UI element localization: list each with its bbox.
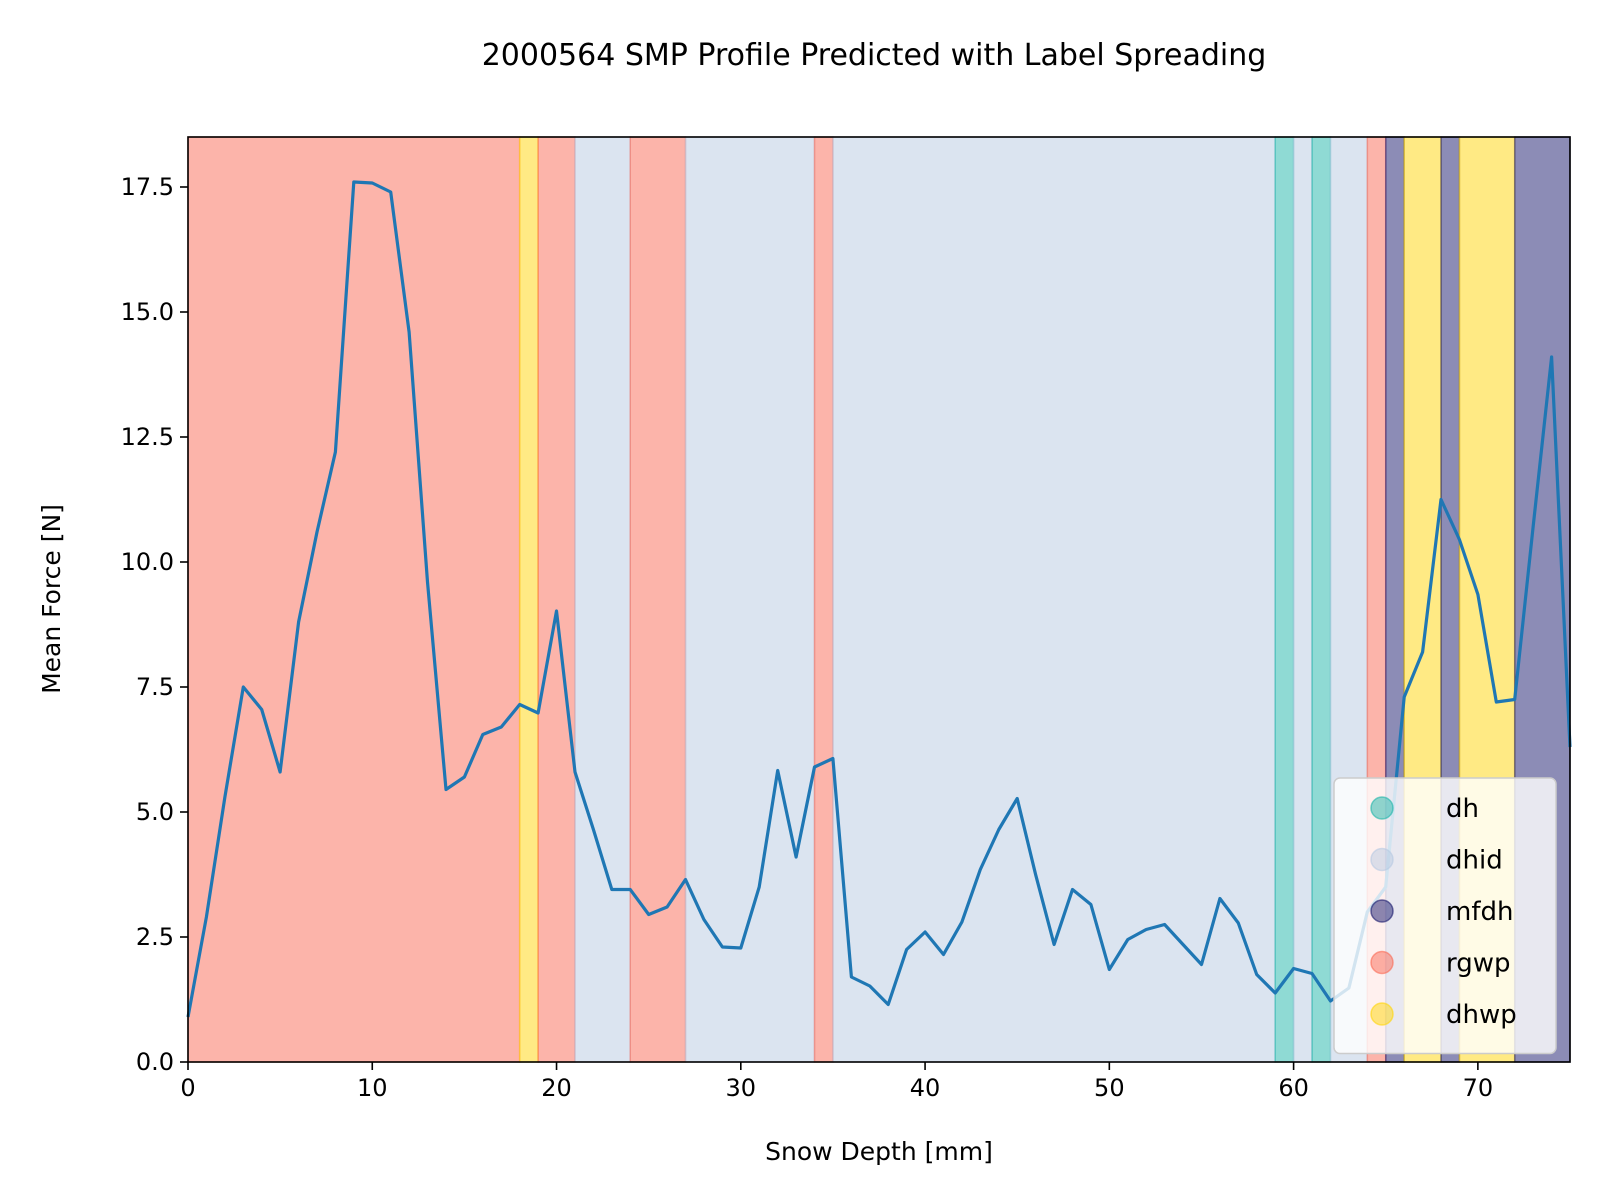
y-axis-label: Mean Force [N] [37,504,66,694]
legend-marker-dhid [1370,847,1394,872]
legend-marker-rgwp [1370,950,1394,975]
x-tick-label: 60 [1278,1074,1309,1102]
plot-frame [187,136,1571,1063]
band-rgwp [629,136,687,1063]
band-dhwp [518,136,539,1063]
legend-label-dh: dh [1446,794,1479,824]
x-tick-label: 70 [1463,1074,1494,1102]
legend-marker-dhwp [1370,1002,1394,1026]
y-tick-label: 0.0 [136,1048,174,1076]
band-dh [1274,136,1295,1063]
x-axis-label: Snow Depth [mm] [765,1137,993,1166]
y-tick-label: 17.5 [121,173,174,201]
legend-frame [1333,777,1557,1055]
band-rgwp [813,136,834,1063]
legend-label-dhid: dhid [1446,846,1503,876]
class-bands [187,136,1571,1063]
x-tick-label: 40 [910,1074,941,1102]
legend: dh dhid mfdh rgwp dhwp [1333,777,1557,1055]
legend-label-mfdh: mfdh [1446,897,1513,927]
band-dh [1311,136,1332,1063]
band-rgwp [187,136,521,1063]
y-tick-label: 5.0 [136,798,174,826]
band-dhid [832,136,1276,1063]
x-tick-label: 20 [541,1074,572,1102]
y-axis: 0.0 2.5 5.0 7.5 10.0 12.5 15.0 17.5 [121,173,188,1076]
y-tick-label: 10.0 [121,548,174,576]
y-tick-label: 7.5 [136,673,174,701]
y-tick-label: 12.5 [121,423,174,451]
legend-label-dhwp: dhwp [1446,1000,1517,1030]
x-tick-label: 30 [726,1074,757,1102]
band-dhid [1292,136,1313,1063]
legend-label-rgwp: rgwp [1446,949,1511,979]
x-axis: 0 10 20 30 40 50 60 70 [180,1062,1493,1102]
band-dhid [574,136,631,1063]
y-tick-label: 2.5 [136,923,174,951]
band-rgwp [537,136,576,1063]
legend-marker-dh [1370,796,1394,820]
chart-title: 2000564 SMP Profile Predicted with Label… [482,38,1267,73]
x-tick-label: 0 [180,1074,195,1102]
x-tick-label: 10 [357,1074,388,1102]
legend-marker-mfdh [1370,899,1394,923]
y-tick-label: 15.0 [121,298,174,326]
x-tick-label: 50 [1094,1074,1125,1102]
